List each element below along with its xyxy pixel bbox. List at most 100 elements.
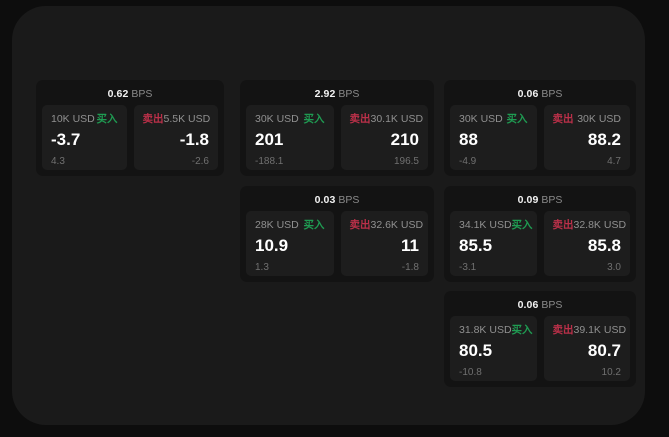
- panel-row: 28K USD 买入 10.9 1.3 卖出 32.6K USD 11 -1.8: [246, 211, 428, 276]
- bps-unit-label: BPS: [541, 194, 563, 206]
- quote-card[interactable]: 0.06 BPS 31.8K USD 买入 80.5 -10.8 卖出 39.1K USD 80…: [444, 291, 636, 387]
- sell-size-label: 30K USD: [577, 112, 621, 125]
- sell-delta: 4.7: [607, 156, 621, 167]
- card-header: 2.92 BPS: [240, 80, 434, 102]
- sell-delta: 196.5: [393, 156, 419, 167]
- buy-delta: -4.9: [459, 156, 477, 167]
- buy-side-label: 买入: [511, 324, 533, 336]
- sell-delta: 10.2: [601, 367, 621, 378]
- sell-size-label: 32.8K USD: [573, 218, 627, 231]
- buy-panel-header: 31.8K USD 买入: [459, 323, 533, 337]
- buy-delta: -3.1: [459, 262, 477, 273]
- card-header: 0.06 BPS: [444, 80, 636, 102]
- sell-delta: -1.8: [401, 262, 419, 273]
- buy-panel-header: 10K USD 买入: [51, 112, 118, 126]
- buy-size-label: 10K USD: [51, 112, 95, 125]
- buy-price: 10.9: [255, 236, 289, 255]
- panel-row: 30K USD 买入 201 -188.1 卖出 30.1K USD 210 196.5: [246, 105, 428, 170]
- buy-panel[interactable]: 10K USD 买入 -3.7 4.3: [42, 105, 127, 170]
- buy-delta: -10.8: [459, 367, 482, 378]
- sell-panel-header: 卖出 30K USD: [552, 112, 622, 126]
- bps-value: 0.09: [517, 194, 539, 206]
- sell-panel[interactable]: 卖出 30.1K USD 210 196.5: [340, 105, 428, 170]
- bps-unit-label: BPS: [338, 88, 360, 100]
- card-header: 0.03 BPS: [240, 186, 434, 208]
- sell-size-label: 39.1K USD: [573, 323, 627, 336]
- buy-price: 80.5: [459, 341, 493, 360]
- sell-price: 88.2: [587, 130, 621, 149]
- sell-side-label: 卖出: [349, 219, 371, 231]
- buy-side-label: 买入: [506, 113, 528, 125]
- sell-panel[interactable]: 卖出 39.1K USD 80.7 10.2: [543, 316, 630, 381]
- sell-panel-header: 卖出 39.1K USD: [552, 323, 627, 337]
- sell-price: -1.8: [179, 130, 209, 149]
- card-header: 0.06 BPS: [444, 291, 636, 313]
- buy-side-label: 买入: [303, 219, 325, 231]
- bps-value: 0.06: [517, 299, 539, 311]
- sell-panel-header: 卖出 32.8K USD: [553, 218, 627, 232]
- bps-unit-label: BPS: [541, 299, 563, 311]
- sell-panel[interactable]: 卖出 32.8K USD 85.8 3.0: [543, 211, 630, 276]
- buy-size-label: 30K USD: [459, 112, 503, 125]
- buy-panel[interactable]: 31.8K USD 买入 80.5 -10.8: [450, 316, 537, 381]
- buy-panel[interactable]: 34.1K USD 买入 85.5 -3.1: [450, 211, 537, 276]
- buy-price: -3.7: [51, 130, 81, 149]
- sell-price: 80.7: [587, 341, 621, 360]
- buy-delta: 1.3: [255, 262, 269, 273]
- bps-value: 2.92: [314, 88, 336, 100]
- sell-side-label: 卖出: [552, 324, 574, 336]
- buy-size-label: 30K USD: [255, 112, 299, 125]
- panel-row: 30K USD 买入 88 -4.9 卖出 30K USD 88.2 4.7: [450, 105, 630, 170]
- sell-price: 11: [401, 236, 419, 255]
- buy-size-label: 31.8K USD: [459, 323, 512, 336]
- sell-panel-header: 卖出 30.1K USD: [349, 112, 424, 126]
- sell-size-label: 32.6K USD: [370, 218, 424, 231]
- card-header: 0.62 BPS: [36, 80, 224, 102]
- buy-size-label: 34.1K USD: [459, 218, 512, 231]
- buy-panel-header: 30K USD 买入: [459, 112, 528, 126]
- buy-panel-header: 30K USD 买入: [255, 112, 325, 126]
- panel-row: 10K USD 买入 -3.7 4.3 卖出 5.5K USD -1.8 -2.6: [42, 105, 218, 170]
- buy-price: 88: [459, 130, 478, 149]
- sell-size-label: 30.1K USD: [370, 112, 424, 125]
- sell-panel[interactable]: 卖出 30K USD 88.2 4.7: [543, 105, 630, 170]
- quote-card[interactable]: 0.09 BPS 34.1K USD 买入 85.5 -3.1 卖出 32.8K USD 85.…: [444, 186, 636, 282]
- bps-value: 0.06: [517, 88, 539, 100]
- buy-panel-header: 34.1K USD 买入: [459, 218, 533, 232]
- buy-price: 85.5: [459, 236, 493, 255]
- buy-price: 201: [255, 130, 284, 149]
- bps-value: 0.03: [314, 194, 336, 206]
- sell-side-label: 卖出: [552, 113, 574, 125]
- buy-panel-header: 28K USD 买入: [255, 218, 325, 232]
- quote-card[interactable]: 0.03 BPS 28K USD 买入 10.9 1.3 卖出 32.6K USD 11 -1.8: [240, 186, 434, 282]
- buy-size-label: 28K USD: [255, 218, 299, 231]
- bps-unit-label: BPS: [338, 194, 360, 206]
- card-header: 0.09 BPS: [444, 186, 636, 208]
- buy-delta: 4.3: [51, 156, 65, 167]
- sell-delta: 3.0: [607, 262, 621, 273]
- buy-panel[interactable]: 28K USD 买入 10.9 1.3: [246, 211, 334, 276]
- sell-size-label: 5.5K USD: [163, 112, 211, 125]
- bps-unit-label: BPS: [131, 88, 153, 100]
- buy-side-label: 买入: [511, 219, 533, 231]
- buy-panel[interactable]: 30K USD 买入 201 -188.1: [246, 105, 334, 170]
- buy-side-label: 买入: [303, 113, 325, 125]
- sell-panel-header: 卖出 32.6K USD: [349, 218, 424, 232]
- sell-price: 85.8: [587, 236, 621, 255]
- buy-panel[interactable]: 30K USD 买入 88 -4.9: [450, 105, 537, 170]
- buy-delta: -188.1: [255, 156, 284, 167]
- bps-unit-label: BPS: [541, 88, 563, 100]
- quote-card[interactable]: 2.92 BPS 30K USD 买入 201 -188.1 卖出 30.1K USD 210 1…: [240, 80, 434, 176]
- quote-card[interactable]: 0.62 BPS 10K USD 买入 -3.7 4.3 卖出 5.5K USD -1.8 -2.…: [36, 80, 224, 176]
- sell-panel-header: 卖出 5.5K USD: [142, 112, 211, 126]
- panel-row: 31.8K USD 买入 80.5 -10.8 卖出 39.1K USD 80.7 10.2: [450, 316, 630, 381]
- buy-side-label: 买入: [96, 113, 118, 125]
- quote-card[interactable]: 0.06 BPS 30K USD 买入 88 -4.9 卖出 30K USD 88.2 4.7: [444, 80, 636, 176]
- sell-side-label: 卖出: [142, 113, 164, 125]
- sell-delta: -2.6: [191, 156, 209, 167]
- sell-side-label: 卖出: [349, 113, 371, 125]
- sell-panel[interactable]: 卖出 5.5K USD -1.8 -2.6: [133, 105, 218, 170]
- sell-panel[interactable]: 卖出 32.6K USD 11 -1.8: [340, 211, 428, 276]
